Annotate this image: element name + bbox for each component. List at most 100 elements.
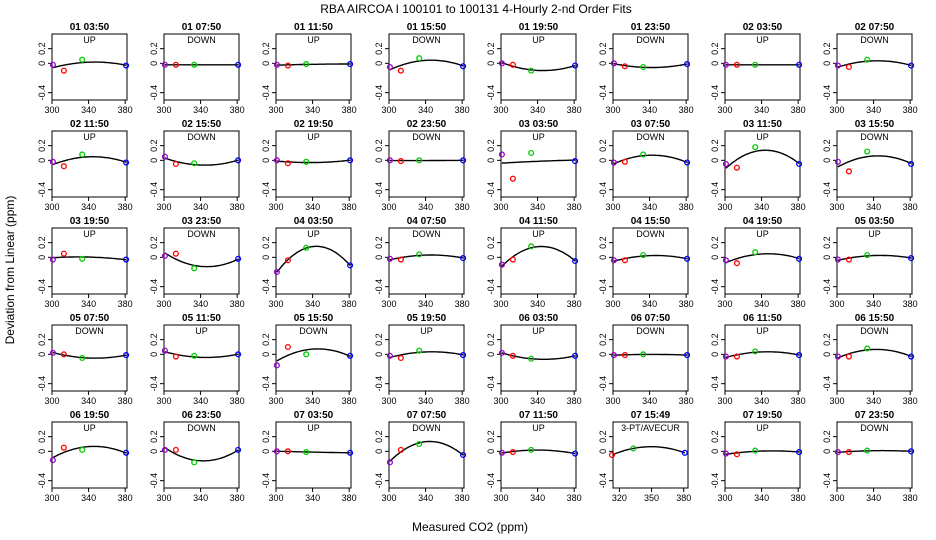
y-tick-label: 0.2 — [598, 430, 608, 443]
x-tick-label: 300 — [717, 299, 732, 309]
data-point — [610, 257, 617, 264]
x-tick-label: 340 — [642, 396, 657, 406]
data-point — [498, 261, 505, 268]
data-point — [509, 175, 516, 182]
data-point — [509, 256, 516, 263]
panel-title: 01 07:50 — [182, 22, 222, 33]
x-tick-label: 300 — [717, 202, 732, 212]
panel: 03 03:50 UP 300 340 380 -0.4 0 0.2 — [486, 119, 582, 212]
panel: 01 03:50 UP 300 340 380 -0.4 0 0.2 — [37, 22, 133, 115]
x-tick-label: 380 — [455, 105, 470, 115]
data-point — [161, 446, 168, 453]
fit-curve — [613, 63, 688, 69]
data-point — [191, 352, 198, 359]
data-point — [235, 351, 242, 358]
y-tick-label: 0 — [598, 158, 608, 163]
x-tick-label: 380 — [903, 202, 918, 212]
x-tick-label: 300 — [44, 493, 59, 503]
data-point — [172, 160, 179, 168]
panel-frame — [612, 130, 689, 198]
y-tick-label: 0.2 — [598, 42, 608, 55]
data-point — [123, 449, 130, 456]
panel-direction: DOWN — [860, 423, 889, 433]
y-tick-label: 0.2 — [374, 139, 384, 152]
y-tick-label: -0.4 — [486, 279, 496, 295]
y-tick-label: 0 — [598, 352, 608, 357]
x-tick-label: 340 — [418, 105, 433, 115]
data-point — [572, 450, 579, 457]
x-tick-label: 380 — [679, 299, 694, 309]
data-point — [908, 160, 915, 168]
data-point — [303, 351, 310, 358]
data-point — [640, 63, 647, 71]
panel-frame — [612, 421, 689, 489]
data-point — [235, 157, 242, 164]
y-axis-label: Deviation from Linear (ppm) — [3, 196, 17, 345]
fit-curve — [276, 348, 351, 362]
panel-frame — [836, 227, 913, 295]
panel: 07 15:49 3-PT/AVECUR 320 350 380 -0.4 0 0.2 — [598, 410, 691, 503]
y-tick-label: 0 — [37, 255, 47, 260]
data-point — [722, 450, 729, 457]
data-point — [722, 353, 729, 360]
data-point — [79, 255, 86, 262]
x-tick-label: 300 — [268, 105, 283, 115]
y-tick-label: -0.4 — [149, 85, 159, 101]
x-tick-label: 340 — [81, 202, 96, 212]
data-point — [610, 159, 617, 166]
panel-direction: UP — [756, 423, 769, 433]
panel: 02 11:50 UP 300 340 380 -0.4 0 0.2 — [37, 119, 133, 212]
panel: 03 11:50 UP 300 340 380 -0.4 0 0.2 — [710, 119, 806, 212]
panel: 04 03:50 UP 300 340 380 -0.4 0 0.2 — [261, 216, 357, 309]
x-tick-label: 300 — [493, 105, 508, 115]
data-point — [908, 448, 915, 455]
panel-frame — [275, 130, 352, 198]
panel: 06 19:50 UP 300 340 380 -0.4 0 0.2 — [37, 410, 133, 503]
fit-curve — [389, 351, 464, 359]
data-point — [834, 62, 841, 69]
fit-curve — [725, 149, 800, 169]
panel-title: 01 23:50 — [631, 22, 671, 33]
panel-title: 06 11:50 — [743, 313, 782, 324]
panel-title: 01 19:50 — [519, 22, 559, 33]
fit-curve — [837, 348, 912, 359]
data-point — [60, 250, 67, 257]
y-tick-label: 0 — [37, 61, 47, 66]
y-tick-label: -0.4 — [822, 473, 832, 489]
data-point — [161, 347, 168, 354]
data-point — [752, 249, 759, 256]
y-tick-label: 0.2 — [822, 42, 832, 55]
y-tick-label: 0 — [710, 352, 720, 357]
x-tick-label: 340 — [418, 299, 433, 309]
x-tick-label: 300 — [493, 202, 508, 212]
y-tick-label: -0.4 — [822, 376, 832, 392]
data-point — [684, 159, 691, 166]
data-point — [161, 61, 168, 68]
y-tick-label: 0 — [149, 61, 159, 66]
y-tick-label: 0.2 — [822, 139, 832, 152]
chart-title: RBA AIRCOA I 100101 to 100131 4-Hourly 2… — [320, 2, 632, 16]
data-point — [347, 352, 354, 359]
y-tick-label: 0 — [149, 449, 159, 454]
x-tick-label: 300 — [829, 493, 844, 503]
x-tick-label: 300 — [268, 493, 283, 503]
panel: 06 07:50 DOWN 300 340 380 -0.4 0 0.2 — [598, 313, 694, 406]
data-point — [864, 56, 871, 63]
panel: 01 19:50 UP 300 340 380 -0.4 0 0.2 — [486, 22, 582, 115]
x-tick-label: 380 — [679, 202, 694, 212]
panel-direction: DOWN — [860, 132, 889, 142]
x-tick-label: 380 — [791, 396, 806, 406]
y-tick-label: 0.2 — [486, 333, 496, 346]
y-tick-label: 0 — [261, 255, 271, 260]
data-point — [621, 63, 628, 70]
x-tick-label: 380 — [230, 396, 245, 406]
data-point — [621, 158, 628, 165]
x-tick-label: 380 — [903, 493, 918, 503]
data-point — [834, 158, 841, 165]
y-tick-label: 0 — [822, 61, 832, 66]
x-tick-label: 380 — [342, 299, 357, 309]
panel-title: 02 11:50 — [70, 119, 109, 130]
x-tick-label: 340 — [193, 105, 208, 115]
x-tick-label: 380 — [567, 202, 582, 212]
data-point — [386, 352, 393, 359]
